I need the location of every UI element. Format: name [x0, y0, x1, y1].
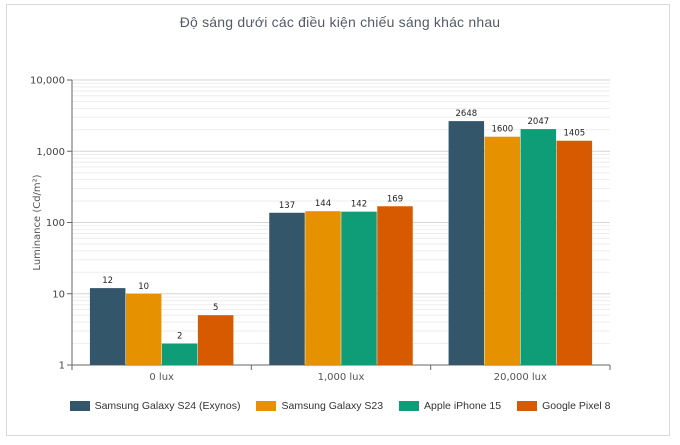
y-tick-label: 10,000: [30, 76, 65, 87]
y-axis-label: Luminance (Cd/m²): [32, 174, 43, 270]
bar: [556, 140, 593, 365]
bar: [125, 293, 162, 365]
data-label: 2648: [456, 109, 478, 119]
bar: [161, 343, 198, 365]
bar: [197, 315, 234, 365]
data-label: 2047: [528, 117, 550, 127]
chart-title: Độ sáng dưới các điều kiện chiếu sáng kh…: [179, 14, 501, 30]
y-tick-label: 1,000: [36, 147, 65, 158]
legend-item[interactable]: Samsung Galaxy S23: [256, 400, 383, 412]
data-label: 169: [387, 194, 403, 204]
legend-label: Google Pixel 8: [542, 400, 611, 412]
data-label: 10: [138, 282, 149, 292]
legend-swatch: [399, 401, 420, 411]
y-tick-label: 1: [59, 361, 65, 372]
y-tick-label: 10: [52, 289, 65, 300]
data-label: 5: [213, 303, 218, 313]
legend-swatch: [69, 401, 90, 411]
legend-item[interactable]: Apple iPhone 15: [399, 400, 501, 412]
data-label: 137: [279, 201, 295, 211]
legend-label: Samsung Galaxy S24 (Exynos): [94, 400, 241, 412]
data-label: 144: [315, 199, 331, 209]
bar: [377, 206, 413, 365]
bar: [269, 212, 305, 365]
bar: [341, 211, 377, 365]
legend-swatch: [256, 401, 277, 411]
legend-label: Apple iPhone 15: [424, 400, 502, 412]
x-tick-label: 20,000 lux: [494, 372, 547, 383]
bar: [484, 136, 521, 365]
bar: [520, 129, 557, 365]
x-tick-label: 1,000 lux: [318, 372, 365, 383]
bar: [89, 288, 126, 365]
chart-legend: Samsung Galaxy S24 (Exynos) Samsung Galax…: [0, 396, 680, 416]
data-label: 1600: [492, 125, 514, 135]
bar: [305, 211, 341, 365]
data-label: 1405: [564, 129, 586, 139]
legend-item[interactable]: Samsung Galaxy S24 (Exynos): [69, 400, 241, 412]
data-label: 12: [102, 276, 113, 286]
bar: [448, 121, 485, 365]
data-label: 142: [351, 200, 367, 210]
legend-label: Samsung Galaxy S23: [281, 400, 384, 412]
legend-swatch: [517, 401, 538, 411]
legend-item[interactable]: Google Pixel 8: [517, 400, 610, 412]
x-tick-label: 0 lux: [149, 372, 174, 383]
data-label: 2: [177, 332, 182, 342]
y-tick-label: 100: [46, 218, 65, 229]
